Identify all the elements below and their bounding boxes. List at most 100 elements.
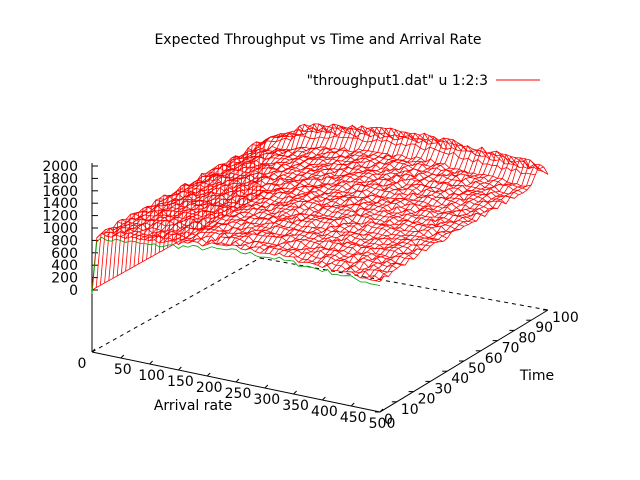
z-tick-label: 1400 xyxy=(42,196,78,212)
x-tick-label: 400 xyxy=(311,404,338,420)
mesh-line-rate xyxy=(96,140,266,239)
mesh-line-rate xyxy=(327,152,496,266)
mesh-line-rate xyxy=(346,153,515,272)
y-tick-label: 50 xyxy=(468,361,486,377)
y-tick-label: 100 xyxy=(552,310,579,326)
mesh-line-rate xyxy=(154,122,323,241)
mesh-line-rate xyxy=(355,157,525,276)
x-tick-label: 500 xyxy=(369,416,396,432)
x-tick-label: 300 xyxy=(253,392,280,408)
mesh-line-rate xyxy=(125,132,294,239)
mesh-line-rate xyxy=(336,150,506,271)
mesh-line-rate xyxy=(197,128,366,243)
y-tick-label: 0 xyxy=(384,412,393,428)
z-tick-label: 600 xyxy=(51,246,78,262)
mesh-line-rate xyxy=(183,126,352,243)
mesh-line-rate xyxy=(365,157,534,279)
chart-title: Expected Throughput vs Time and Arrival … xyxy=(154,32,481,48)
x-tick-label: 200 xyxy=(196,380,223,396)
mesh-line-rate xyxy=(254,132,424,252)
mesh-line-rate xyxy=(312,148,482,264)
x-tick-mark xyxy=(178,366,182,371)
mesh-line-rate xyxy=(163,124,333,243)
mesh-line-rate xyxy=(158,123,328,244)
mesh-line-rate xyxy=(341,153,510,273)
z-tick-label: 1200 xyxy=(42,209,78,225)
mesh-line-rate xyxy=(307,144,477,263)
x-tick-mark xyxy=(91,348,96,353)
x-tick-mark xyxy=(379,408,384,413)
surface-mesh xyxy=(91,122,549,295)
x-tick-mark xyxy=(206,372,211,377)
mesh-line-rate xyxy=(264,132,434,254)
mesh-line-rate xyxy=(317,149,486,266)
x-tick-label: 0 xyxy=(78,356,87,372)
mesh-line-rate xyxy=(206,127,376,245)
mesh-line-rate xyxy=(187,127,357,244)
mesh-line-rate xyxy=(298,142,467,263)
y-tick-label: 70 xyxy=(502,341,520,357)
z-tick-label: 1600 xyxy=(42,184,78,200)
y-tick-label: 30 xyxy=(434,381,452,397)
y-tick-label: 20 xyxy=(418,392,436,408)
base-back-left xyxy=(91,257,261,353)
mesh-line-rate xyxy=(226,127,395,247)
mesh-line-rate xyxy=(173,123,342,242)
mesh-line-rate xyxy=(360,157,530,279)
x-tick-mark xyxy=(350,402,355,407)
x-tick-mark xyxy=(293,390,297,395)
x-ticks: 0 50 100 150 200 250 300 350 400 450 500 xyxy=(78,348,396,432)
z-tick-label: 1800 xyxy=(42,171,78,187)
mesh-line-rate xyxy=(144,123,314,240)
mesh-line-rate xyxy=(302,146,472,263)
mesh-line-rate xyxy=(259,134,429,254)
y-axis-label: Time xyxy=(519,368,554,384)
mesh-line-rate xyxy=(135,129,304,239)
mesh-line-rate xyxy=(120,133,289,237)
mesh-line-rate xyxy=(240,130,409,250)
y-tick-label: 80 xyxy=(518,330,536,346)
x-tick-mark xyxy=(120,354,125,359)
x-tick-mark xyxy=(235,378,240,383)
mesh-line-rate xyxy=(250,132,419,249)
mesh-line-rate xyxy=(168,126,338,242)
mesh-line-time xyxy=(213,161,502,222)
mesh-underside xyxy=(91,236,381,295)
mesh-line-rate xyxy=(278,139,448,254)
mesh-line-rate xyxy=(106,136,275,237)
mesh-line-rate xyxy=(288,138,458,257)
z-tick-label: 1000 xyxy=(42,221,78,237)
x-tick-label: 250 xyxy=(225,386,252,402)
mesh-line-rate xyxy=(211,126,381,245)
legend: "throughput1.dat" u 1:2:3 xyxy=(307,73,540,89)
mesh-line-rate xyxy=(235,128,405,247)
mesh-line-rate xyxy=(379,164,549,282)
mesh-line-rate xyxy=(130,131,299,238)
mesh-line-time xyxy=(221,156,511,218)
y-tick-label: 90 xyxy=(535,320,553,336)
y-tick-label: 40 xyxy=(451,371,469,387)
y-tick-label: 10 xyxy=(401,402,419,418)
mesh-line-rate xyxy=(293,138,462,258)
mesh-line-rate xyxy=(139,125,309,240)
mesh-line-rate xyxy=(202,124,371,247)
mesh-line-rate xyxy=(192,124,362,242)
z-tick-label: 800 xyxy=(51,233,78,249)
x-tick-label: 450 xyxy=(340,410,367,426)
z-tick-label: 200 xyxy=(51,271,78,287)
x-tick-mark xyxy=(264,384,269,389)
mesh-line-rate xyxy=(149,125,318,241)
z-tick-label: 2000 xyxy=(42,159,78,175)
mesh-line-rate xyxy=(115,134,285,236)
x-tick-label: 50 xyxy=(114,362,132,378)
mesh-line-rate xyxy=(331,151,501,271)
x-axis-label: Arrival rate xyxy=(154,398,232,414)
mesh-line-rate xyxy=(221,126,390,246)
x-tick-label: 350 xyxy=(282,398,309,414)
mesh-line-rate xyxy=(370,159,539,281)
x-tick-mark xyxy=(322,396,326,401)
mesh-line-rate xyxy=(245,131,414,251)
